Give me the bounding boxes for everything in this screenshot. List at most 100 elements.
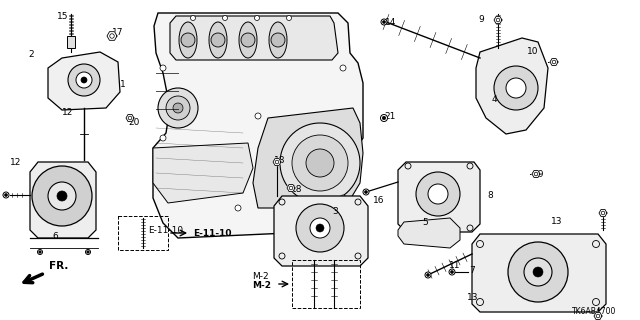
Text: TK6AB4700: TK6AB4700: [572, 307, 616, 316]
Polygon shape: [398, 162, 480, 232]
Polygon shape: [476, 38, 548, 134]
Circle shape: [275, 160, 279, 164]
Circle shape: [128, 116, 132, 120]
Circle shape: [109, 34, 115, 38]
Circle shape: [425, 272, 431, 278]
Polygon shape: [126, 115, 134, 122]
Circle shape: [382, 116, 386, 120]
Circle shape: [38, 250, 42, 254]
Circle shape: [381, 19, 387, 25]
Circle shape: [506, 78, 526, 98]
Circle shape: [191, 15, 195, 20]
Polygon shape: [273, 158, 281, 165]
Text: 17: 17: [112, 28, 124, 37]
Text: 4: 4: [492, 95, 498, 104]
Text: 20: 20: [128, 118, 140, 127]
Text: 18: 18: [274, 156, 285, 165]
Circle shape: [39, 251, 41, 253]
Circle shape: [292, 135, 348, 191]
Text: 12: 12: [10, 158, 21, 167]
Text: 10: 10: [527, 47, 538, 56]
Text: 5: 5: [422, 218, 428, 227]
Circle shape: [306, 149, 334, 177]
Circle shape: [271, 33, 285, 47]
Polygon shape: [153, 143, 253, 203]
Circle shape: [596, 314, 600, 318]
Circle shape: [287, 15, 291, 20]
Text: 3: 3: [332, 207, 338, 216]
Circle shape: [426, 274, 429, 276]
Text: 14: 14: [385, 18, 396, 27]
Circle shape: [211, 33, 225, 47]
Circle shape: [449, 269, 455, 275]
Circle shape: [289, 186, 293, 190]
Circle shape: [601, 211, 605, 215]
Circle shape: [416, 172, 460, 216]
Polygon shape: [472, 234, 606, 312]
Polygon shape: [107, 32, 117, 40]
Circle shape: [81, 77, 87, 83]
Text: M-2: M-2: [252, 272, 269, 281]
Circle shape: [181, 33, 195, 47]
Text: E-11-10: E-11-10: [193, 228, 232, 237]
Text: M-2: M-2: [252, 282, 271, 291]
Circle shape: [255, 113, 261, 119]
Circle shape: [280, 123, 360, 203]
Polygon shape: [599, 210, 607, 216]
Ellipse shape: [179, 22, 197, 58]
Polygon shape: [550, 59, 558, 66]
Circle shape: [383, 20, 385, 23]
Text: 21: 21: [384, 112, 396, 121]
Circle shape: [494, 66, 538, 110]
Circle shape: [32, 166, 92, 226]
Text: 7: 7: [469, 266, 475, 275]
Circle shape: [241, 33, 255, 47]
Circle shape: [296, 204, 344, 252]
Circle shape: [508, 242, 568, 302]
Bar: [67, 36, 75, 48]
Circle shape: [223, 15, 227, 20]
Circle shape: [76, 72, 92, 88]
Circle shape: [365, 190, 367, 194]
Circle shape: [4, 194, 8, 196]
Polygon shape: [153, 13, 363, 238]
Circle shape: [68, 64, 100, 96]
Polygon shape: [287, 185, 295, 191]
Bar: [292, 260, 360, 308]
Text: 12: 12: [62, 108, 74, 117]
Ellipse shape: [269, 22, 287, 58]
Circle shape: [428, 184, 448, 204]
Circle shape: [340, 195, 346, 201]
Polygon shape: [494, 17, 502, 23]
Polygon shape: [170, 16, 338, 60]
Circle shape: [552, 60, 556, 64]
Circle shape: [86, 250, 90, 254]
Circle shape: [524, 258, 552, 286]
Text: E-11-10: E-11-10: [148, 226, 183, 235]
Text: 15: 15: [57, 12, 68, 21]
Circle shape: [87, 251, 89, 253]
Polygon shape: [48, 52, 120, 110]
Circle shape: [48, 182, 76, 210]
Circle shape: [533, 267, 543, 277]
Circle shape: [381, 115, 387, 122]
Circle shape: [496, 18, 500, 22]
Circle shape: [534, 172, 538, 176]
Circle shape: [451, 270, 454, 274]
Circle shape: [235, 205, 241, 211]
Text: 9: 9: [478, 15, 484, 24]
Circle shape: [166, 96, 190, 120]
Circle shape: [340, 65, 346, 71]
Polygon shape: [398, 218, 460, 248]
Text: 6: 6: [52, 232, 58, 241]
Text: 13: 13: [551, 217, 563, 226]
Polygon shape: [594, 313, 602, 319]
Text: 11: 11: [449, 261, 461, 270]
Text: 16: 16: [373, 196, 385, 205]
Circle shape: [316, 224, 324, 232]
Circle shape: [310, 218, 330, 238]
Polygon shape: [274, 196, 368, 266]
Circle shape: [57, 191, 67, 201]
Ellipse shape: [239, 22, 257, 58]
Text: 1: 1: [120, 80, 125, 89]
